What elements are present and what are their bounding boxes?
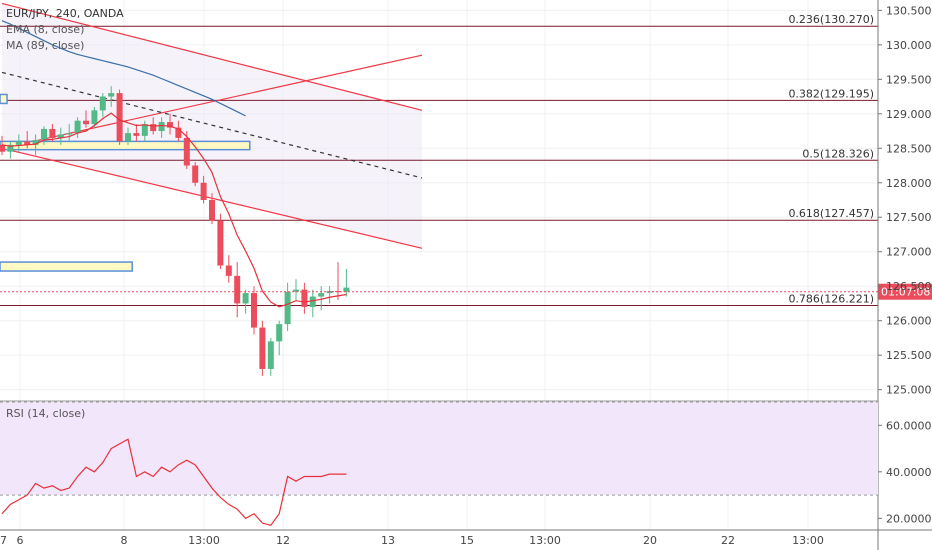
candle-body	[242, 293, 249, 304]
candle-body	[49, 128, 56, 138]
fan-line	[1, 2, 423, 111]
zone-rectangle	[0, 140, 251, 151]
candle-body	[116, 93, 123, 142]
candle-body	[301, 289, 308, 307]
price-tag-box	[878, 283, 932, 300]
candle-body	[309, 296, 316, 307]
y-tick-label: 127.000	[886, 246, 932, 259]
ma-line	[1, 20, 246, 117]
candle-body	[225, 265, 232, 276]
candle-body	[343, 287, 350, 292]
candle-body	[234, 275, 241, 304]
rsi-tick-label: 40.0000	[886, 466, 932, 479]
candle-body	[150, 124, 157, 132]
fib-level-label: 0.236(130.270)	[788, 13, 874, 26]
candle-body	[200, 182, 207, 200]
x-tick-label: 22	[721, 534, 735, 547]
y-tick-label: 130.500	[886, 4, 932, 17]
candle-body	[99, 96, 106, 111]
x-tick-label: 15	[460, 534, 474, 547]
candle-body	[318, 293, 325, 297]
y-tick-label: 129.000	[886, 108, 932, 121]
candle-body	[276, 324, 283, 342]
y-tick-label: 128.500	[886, 142, 932, 155]
fib-level-label: 0.5(128.326)	[802, 147, 874, 160]
x-tick-label: 8	[121, 534, 128, 547]
ma-legend-label: MA (89, close)	[6, 39, 85, 52]
candle-body	[158, 122, 165, 132]
candle-body	[284, 291, 291, 325]
candle-body	[259, 327, 266, 369]
candle-body	[57, 134, 64, 138]
fib-level-label: 0.618(127.457)	[788, 207, 874, 220]
fan-line	[1, 54, 423, 149]
fib-level-label: 0.786(126.221)	[788, 292, 874, 305]
x-tick-label: 20	[643, 534, 657, 547]
x-tick-label: 13	[381, 534, 395, 547]
candle-body	[267, 341, 274, 369]
rsi-tick-label: 60.0000	[886, 419, 932, 432]
candle-body	[32, 140, 39, 145]
fib-level-label: 0.382(129.195)	[788, 87, 874, 100]
x-tick-label: 13:00	[529, 534, 561, 547]
y-tick-label: 125.000	[886, 384, 932, 397]
y-tick-label: 130.000	[886, 39, 932, 52]
rsi-line	[1, 438, 347, 527]
candle-body	[183, 137, 190, 166]
price-tag-label: 01:07:08	[881, 286, 930, 299]
candle-body	[125, 133, 131, 142]
candle-body	[66, 133, 73, 135]
zone-rectangle	[0, 261, 133, 272]
candle-body	[7, 144, 14, 152]
x-tick-label: 13:00	[792, 534, 824, 547]
candle-body	[217, 220, 224, 266]
rsi-band	[0, 402, 878, 496]
y-tick-label: 125.500	[886, 349, 932, 362]
candle-body	[108, 93, 115, 97]
y-tick-label: 128.000	[886, 177, 932, 190]
candle-body	[15, 141, 22, 145]
x-tick-label: 6	[17, 534, 24, 547]
candle-body	[141, 124, 148, 136]
fan-channel-fill	[2, 3, 422, 249]
symbol-label: EUR/JPY, 240, OANDA	[6, 7, 124, 20]
y-tick-label: 126.000	[886, 315, 932, 328]
ema-legend-label: EMA (8, close)	[6, 23, 85, 36]
candle-body	[0, 144, 5, 152]
y-tick-label: 127.500	[886, 211, 932, 224]
zone-rectangle	[0, 93, 8, 105]
x-tick-label: 13:00	[188, 534, 220, 547]
y-tick-label: 129.500	[886, 73, 932, 86]
ema-line	[1, 112, 347, 308]
x-tick-label: 27	[0, 534, 7, 547]
candle-body	[167, 122, 173, 128]
fan-line	[1, 71, 423, 179]
candle-body	[24, 141, 31, 145]
x-tick-label: 12	[276, 534, 290, 547]
candle-body	[192, 165, 199, 183]
rsi-tick-label: 20.0000	[886, 512, 932, 525]
candle-body	[175, 127, 182, 138]
candle-body	[41, 128, 47, 140]
candle-body	[91, 110, 98, 125]
candle-body	[83, 120, 89, 125]
rsi-legend-label: RSI (14, close)	[6, 407, 86, 420]
candle-body	[251, 293, 257, 328]
candle-body	[293, 289, 299, 292]
candle-body	[209, 200, 215, 221]
candle-body	[133, 133, 140, 136]
candle-body	[74, 120, 81, 134]
y-tick-label: 126.500	[886, 280, 932, 293]
